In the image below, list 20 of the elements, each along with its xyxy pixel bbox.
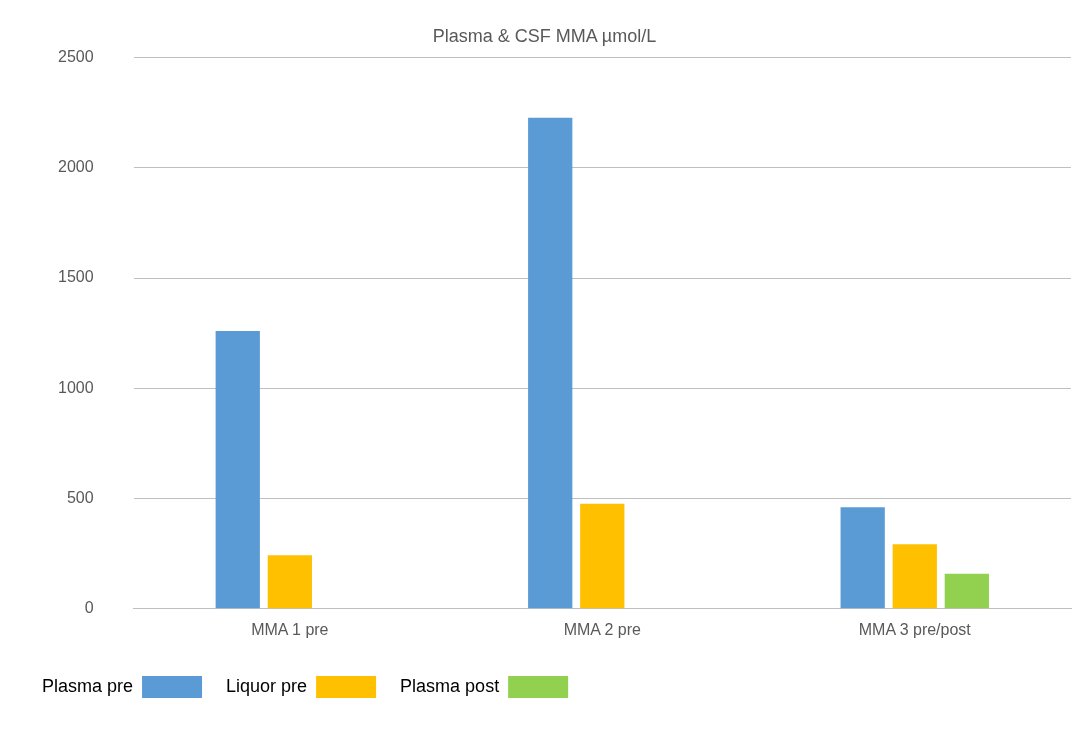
x-tick-label: MMA 2 pre <box>563 620 642 638</box>
y-tick-label: 500 <box>66 488 94 506</box>
y-tick-label: 1500 <box>58 268 94 286</box>
chart-title: Plasma & CSF MMA µmol/L <box>432 25 657 46</box>
y-tick-label: 2500 <box>58 48 94 66</box>
x-tick-label: MMA 3 pre/post <box>858 620 972 638</box>
bar <box>892 544 937 609</box>
bar <box>267 555 312 609</box>
x-tick-label: MMA 1 pre <box>251 620 329 638</box>
y-tick-label: 0 <box>84 599 94 617</box>
bar <box>528 117 573 609</box>
y-tick-label: 1000 <box>58 378 94 396</box>
legend-label: Plasma post <box>400 675 500 696</box>
legend-label: Liquor pre <box>226 675 308 696</box>
bar <box>580 503 625 609</box>
bar <box>215 331 260 609</box>
bar <box>840 507 885 609</box>
bar <box>944 573 989 609</box>
legend-label: Plasma pre <box>41 675 134 696</box>
y-tick-label: 2000 <box>58 158 94 176</box>
